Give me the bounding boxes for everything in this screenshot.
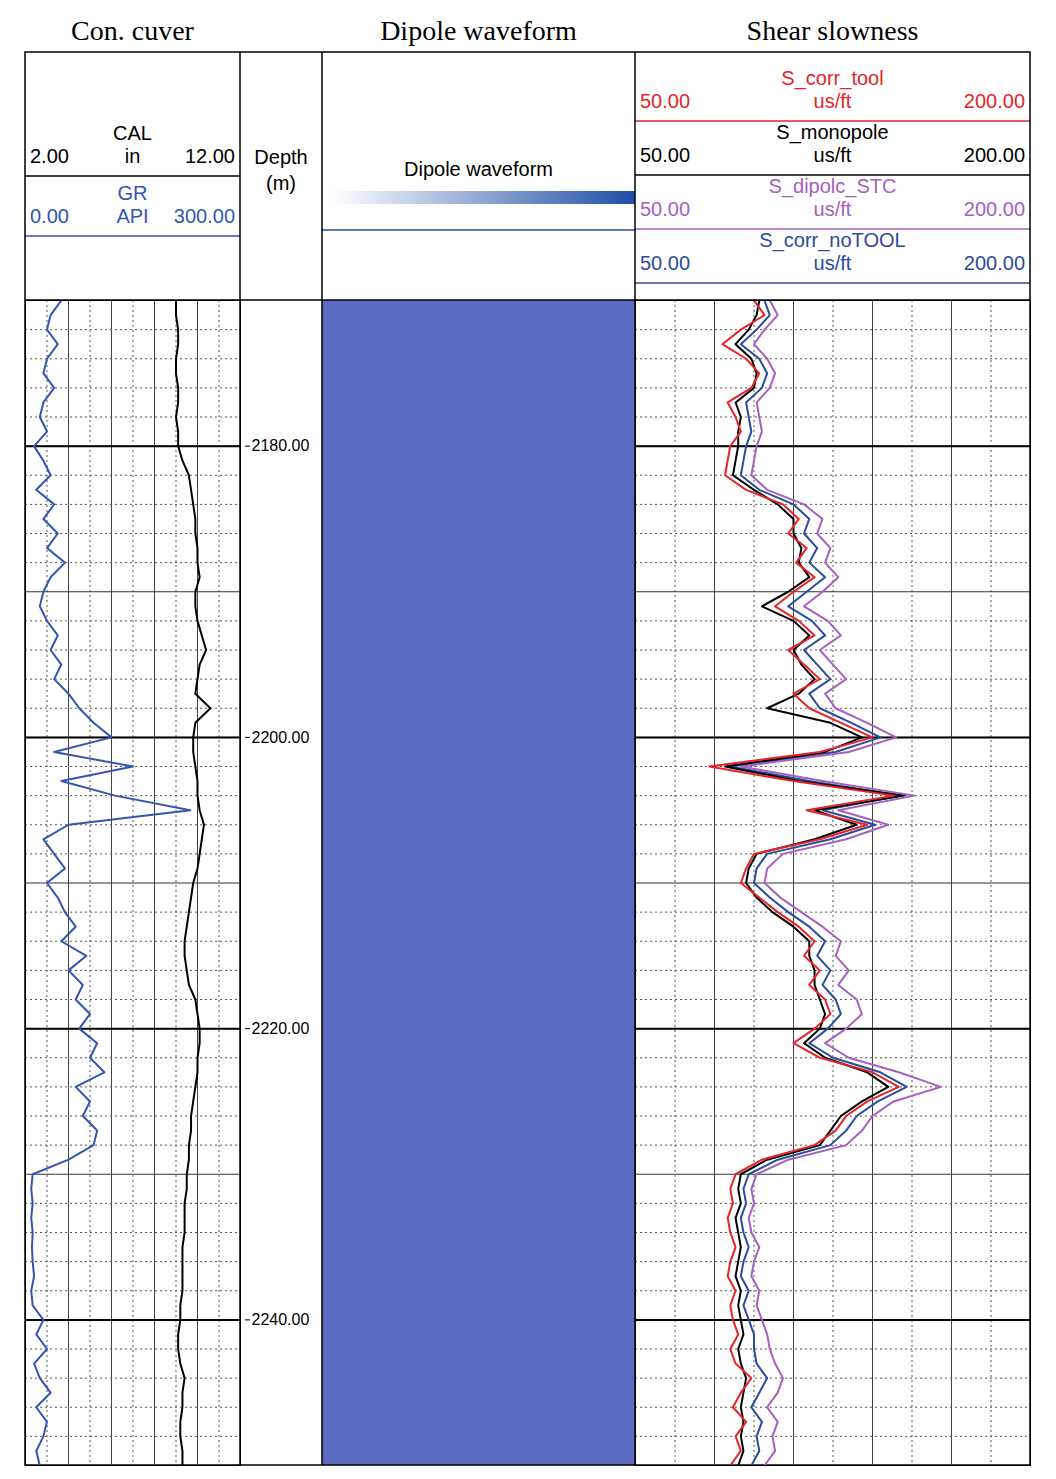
svg-text:Dipole waveform: Dipole waveform [380, 15, 577, 46]
svg-text:Dipole waveform: Dipole waveform [404, 158, 553, 180]
svg-text:Depth: Depth [254, 146, 307, 168]
svg-text:2220.00: 2220.00 [252, 1020, 310, 1037]
svg-text:50.00: 50.00 [640, 90, 690, 112]
svg-text:S_corr_noTOOL: S_corr_noTOOL [759, 229, 905, 252]
svg-text:2.00: 2.00 [30, 145, 69, 167]
svg-text:0.00: 0.00 [30, 205, 69, 227]
svg-text:GR: GR [118, 182, 148, 204]
svg-text:2240.00: 2240.00 [252, 1311, 310, 1328]
svg-text:12.00: 12.00 [185, 145, 235, 167]
svg-text:50.00: 50.00 [640, 252, 690, 274]
svg-text:us/ft: us/ft [814, 198, 852, 220]
svg-text:Con. cuver: Con. cuver [71, 15, 195, 46]
svg-text:Shear slowness: Shear slowness [747, 15, 919, 46]
svg-text:50.00: 50.00 [640, 144, 690, 166]
svg-text:200.00: 200.00 [964, 144, 1025, 166]
svg-text:us/ft: us/ft [814, 144, 852, 166]
svg-text:2180.00: 2180.00 [252, 437, 310, 454]
svg-text:S_dipolc_STC: S_dipolc_STC [769, 175, 897, 198]
svg-text:300.00: 300.00 [174, 205, 235, 227]
svg-text:API: API [116, 205, 148, 227]
svg-text:(m): (m) [266, 172, 296, 194]
svg-text:in: in [125, 145, 141, 167]
svg-text:50.00: 50.00 [640, 198, 690, 220]
svg-text:S_monopole: S_monopole [776, 121, 888, 144]
svg-text:us/ft: us/ft [814, 90, 852, 112]
svg-text:2200.00: 2200.00 [252, 728, 310, 745]
svg-text:us/ft: us/ft [814, 252, 852, 274]
svg-text:200.00: 200.00 [964, 198, 1025, 220]
svg-text:200.00: 200.00 [964, 90, 1025, 112]
svg-text:200.00: 200.00 [964, 252, 1025, 274]
svg-text:CAL: CAL [113, 122, 152, 144]
svg-text:S_corr_tool: S_corr_tool [781, 67, 883, 90]
